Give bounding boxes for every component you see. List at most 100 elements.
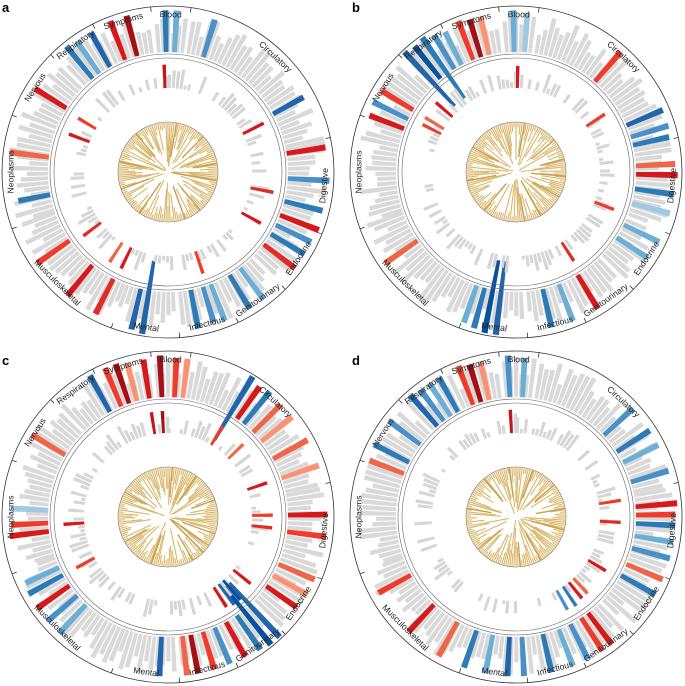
middle-grey-bar bbox=[586, 118, 601, 129]
outer-grey-bar bbox=[623, 567, 650, 584]
category-divider bbox=[673, 137, 679, 139]
category-divider bbox=[235, 662, 239, 668]
middle-grey-bar bbox=[234, 453, 252, 468]
panel-letter-c: c bbox=[2, 353, 9, 368]
outer-grey-bar bbox=[363, 475, 401, 489]
outer-grey-bar bbox=[544, 287, 557, 320]
center-spike bbox=[187, 486, 209, 503]
center-spike bbox=[119, 183, 126, 186]
center-spike bbox=[118, 166, 143, 170]
outer-grey-bar bbox=[635, 154, 663, 162]
middle-highlight-bar bbox=[82, 221, 102, 238]
center-spike bbox=[548, 154, 564, 161]
outer-grey-bar bbox=[233, 46, 254, 74]
outer-grey-bar bbox=[379, 145, 399, 153]
center-spike bbox=[174, 470, 187, 501]
category-divider bbox=[92, 368, 96, 374]
middle-highlight-bar bbox=[421, 122, 442, 136]
category-divider bbox=[11, 114, 17, 118]
center-spike bbox=[182, 549, 189, 563]
outer-grey-bar bbox=[83, 614, 101, 638]
center-spike bbox=[145, 126, 149, 133]
outer-highlight-bar bbox=[283, 198, 324, 214]
middle-grey-bar bbox=[111, 236, 116, 241]
outer-grey-bar bbox=[22, 464, 56, 480]
center-spike bbox=[516, 187, 521, 222]
outer-grey-bar bbox=[371, 154, 397, 162]
center-spike bbox=[471, 185, 491, 196]
outer-grey-bar bbox=[475, 632, 487, 658]
middle-grey-bar bbox=[571, 97, 585, 112]
middle-ring bbox=[401, 57, 631, 287]
center-spike bbox=[195, 138, 206, 148]
outer-highlight-bar bbox=[368, 112, 405, 131]
outer-grey-bar bbox=[394, 236, 417, 253]
outer-grey-bar bbox=[46, 72, 77, 98]
center-spike bbox=[133, 480, 143, 491]
outer-grey-bar bbox=[381, 208, 403, 219]
middle-grey-bar bbox=[68, 508, 85, 513]
middle-grey-bar bbox=[70, 532, 87, 539]
outer-grey-bar bbox=[86, 399, 102, 420]
outer-grey-bar bbox=[577, 51, 592, 71]
center-spike bbox=[535, 202, 545, 214]
center-spike bbox=[201, 141, 209, 147]
outer-highlight-bar bbox=[280, 462, 320, 481]
outer-grey-bar bbox=[287, 160, 316, 166]
middle-ring bbox=[401, 402, 631, 632]
category-divider bbox=[281, 630, 286, 635]
center-spike bbox=[471, 493, 477, 497]
center-spike bbox=[523, 521, 559, 545]
center-spike bbox=[497, 125, 514, 165]
middle-grey-bar bbox=[223, 443, 236, 457]
outer-grey-bar bbox=[260, 246, 292, 274]
outer-grey-bar bbox=[613, 238, 646, 263]
outer-grey-bar bbox=[414, 599, 432, 616]
middle-grey-bar bbox=[179, 69, 186, 90]
outer-grey-bar bbox=[58, 412, 83, 436]
middle-grey-bar bbox=[428, 148, 435, 153]
center-spike bbox=[472, 491, 482, 498]
middle-grey-bar bbox=[197, 76, 208, 95]
outer-grey-bar bbox=[221, 34, 241, 67]
center-spike-long bbox=[192, 162, 218, 169]
outer-grey-bar bbox=[369, 199, 400, 211]
outer-grey-bar bbox=[124, 632, 139, 668]
middle-highlight-bar bbox=[63, 521, 85, 527]
middle-grey-bar bbox=[157, 255, 162, 264]
outer-grey-bar bbox=[229, 44, 248, 71]
middle-grey-bar bbox=[440, 468, 446, 473]
center-spike bbox=[524, 516, 566, 521]
center-spike bbox=[518, 126, 539, 166]
center-spike bbox=[157, 467, 163, 488]
middle-grey-bar bbox=[427, 139, 438, 146]
middle-highlight-bar bbox=[508, 409, 513, 434]
middle-grey-bar bbox=[142, 598, 150, 618]
center-spike bbox=[179, 123, 183, 131]
center-spike bbox=[555, 148, 561, 152]
center-spike bbox=[471, 148, 494, 161]
outer-grey-bar bbox=[196, 287, 206, 308]
center-spike bbox=[139, 551, 146, 559]
outer-grey-bar bbox=[361, 492, 398, 502]
outer-grey-bar bbox=[49, 419, 77, 443]
outer-grey-bar bbox=[599, 57, 631, 89]
center-spike bbox=[129, 536, 145, 550]
center-spike bbox=[118, 513, 139, 516]
outer-highlight-bar bbox=[419, 35, 466, 100]
center-spike bbox=[477, 139, 511, 168]
outer-grey-bar bbox=[40, 102, 64, 117]
center-spike bbox=[179, 525, 209, 548]
center-spike bbox=[473, 144, 508, 167]
outer-grey-bar bbox=[282, 548, 306, 559]
center-spike bbox=[531, 529, 555, 550]
middle-grey-bar bbox=[165, 255, 169, 263]
outer-grey-bar bbox=[29, 441, 64, 462]
outer-grey-bar bbox=[553, 629, 563, 649]
middle-highlight-bar bbox=[251, 513, 273, 517]
middle-grey-bar bbox=[243, 206, 249, 211]
center-spike bbox=[194, 497, 215, 507]
middle-grey-bar bbox=[70, 183, 86, 190]
center-spike bbox=[507, 122, 513, 147]
middle-grey-bar bbox=[545, 429, 553, 440]
